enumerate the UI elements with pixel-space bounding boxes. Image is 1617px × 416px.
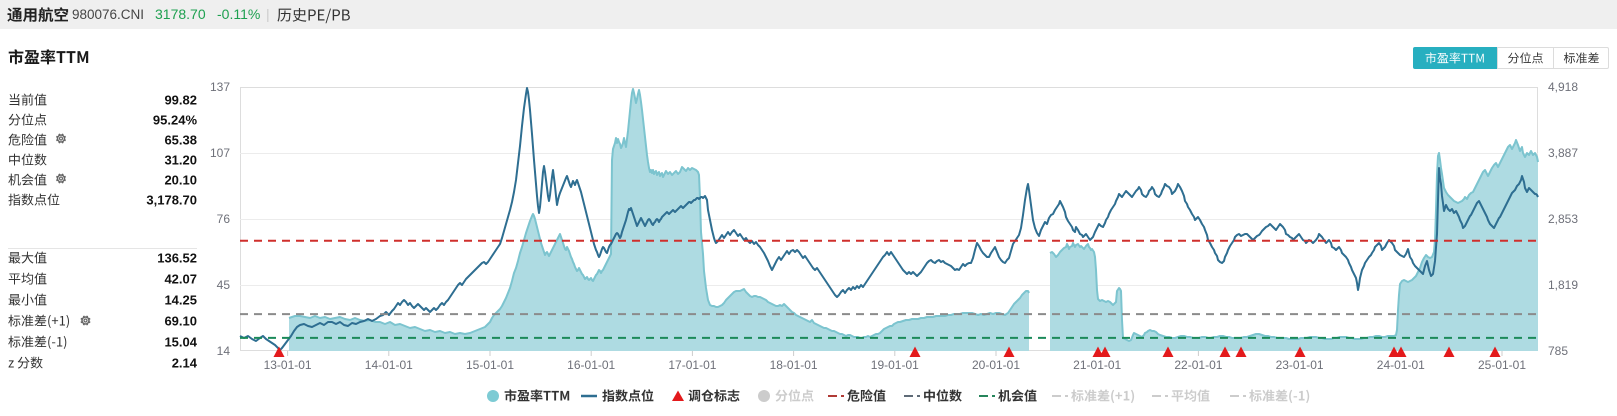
svg-text:24-01-01: 24-01-01 <box>1377 358 1425 372</box>
svg-text:99.82: 99.82 <box>164 93 197 108</box>
svg-text:76: 76 <box>217 212 231 226</box>
svg-text:107: 107 <box>210 146 230 160</box>
svg-text:2.14: 2.14 <box>172 356 198 371</box>
svg-text:95.24%: 95.24% <box>153 113 198 128</box>
svg-text:22-01-01: 22-01-01 <box>1174 358 1222 372</box>
svg-text:14: 14 <box>217 344 231 358</box>
svg-text:2,853: 2,853 <box>1548 212 1578 226</box>
svg-text:3,887: 3,887 <box>1548 146 1578 160</box>
svg-text:14.25: 14.25 <box>164 293 197 308</box>
svg-text:23-01-01: 23-01-01 <box>1276 358 1324 372</box>
svg-text:136.52: 136.52 <box>157 251 197 266</box>
svg-text:31.20: 31.20 <box>164 153 197 168</box>
svg-text:3,178.70: 3,178.70 <box>146 193 197 208</box>
svg-text:25-01-01: 25-01-01 <box>1478 358 1526 372</box>
svg-text:1,819: 1,819 <box>1548 278 1578 292</box>
svg-text:17-01-01: 17-01-01 <box>668 358 716 372</box>
svg-text:45: 45 <box>217 278 231 292</box>
svg-text:20-01-01: 20-01-01 <box>972 358 1020 372</box>
svg-text:19-01-01: 19-01-01 <box>871 358 919 372</box>
svg-text:15-01-01: 15-01-01 <box>466 358 514 372</box>
svg-text:4,918: 4,918 <box>1548 80 1578 94</box>
svg-text:20.10: 20.10 <box>164 173 197 188</box>
svg-text:42.07: 42.07 <box>164 272 197 287</box>
svg-text:14-01-01: 14-01-01 <box>365 358 413 372</box>
svg-text:16-01-01: 16-01-01 <box>567 358 615 372</box>
svg-text:21-01-01: 21-01-01 <box>1073 358 1121 372</box>
svg-text:15.04: 15.04 <box>164 335 197 350</box>
svg-text:785: 785 <box>1548 344 1568 358</box>
svg-text:18-01-01: 18-01-01 <box>770 358 818 372</box>
svg-text:65.38: 65.38 <box>164 133 197 148</box>
svg-text:13-01-01: 13-01-01 <box>264 358 312 372</box>
svg-text:69.10: 69.10 <box>164 314 197 329</box>
svg-text:137: 137 <box>210 80 230 94</box>
